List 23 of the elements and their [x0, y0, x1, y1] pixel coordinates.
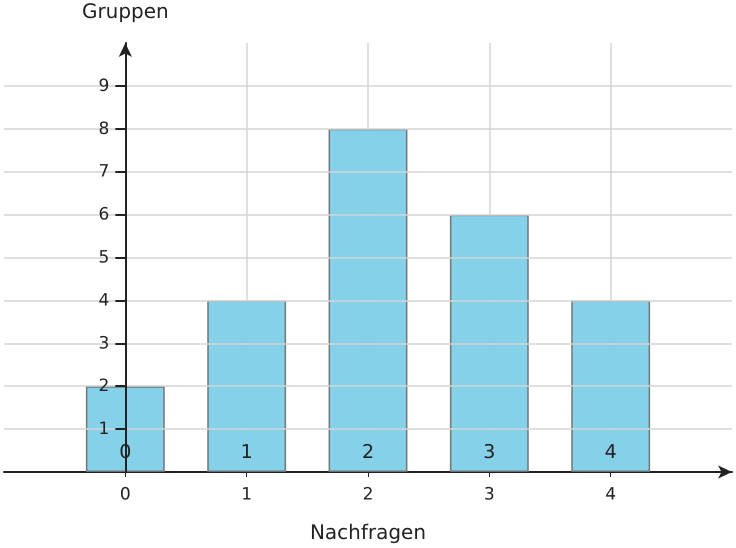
y-tick-label: 7: [98, 162, 110, 182]
x-tick-label: 1: [240, 441, 253, 463]
x-tick-label: 3: [483, 441, 496, 463]
y-axis-title: Gruppen: [82, 0, 169, 23]
annotation: 4: [605, 484, 616, 504]
y-tick-label: 4: [98, 290, 110, 310]
bar: [328, 128, 408, 472]
y-tick-label: 8: [98, 118, 110, 139]
y-tick-label: 1: [98, 419, 110, 440]
y-tick-label: 6: [98, 204, 110, 225]
x-tick-label: 2: [362, 441, 374, 463]
bar: [571, 300, 650, 472]
bar: [207, 300, 286, 472]
x-axis-title: Nachfragen: [310, 520, 426, 544]
y-tick-label: 9: [98, 76, 110, 96]
bar: [450, 214, 529, 472]
y-tick-label: 5: [98, 248, 110, 268]
annotation: 1: [241, 484, 252, 504]
y-tick-label: 3: [98, 333, 110, 354]
x-tick-label: 4: [604, 441, 617, 463]
annotation: 0: [120, 484, 131, 504]
annotation: 3: [484, 484, 495, 504]
annotation: 2: [362, 484, 374, 504]
